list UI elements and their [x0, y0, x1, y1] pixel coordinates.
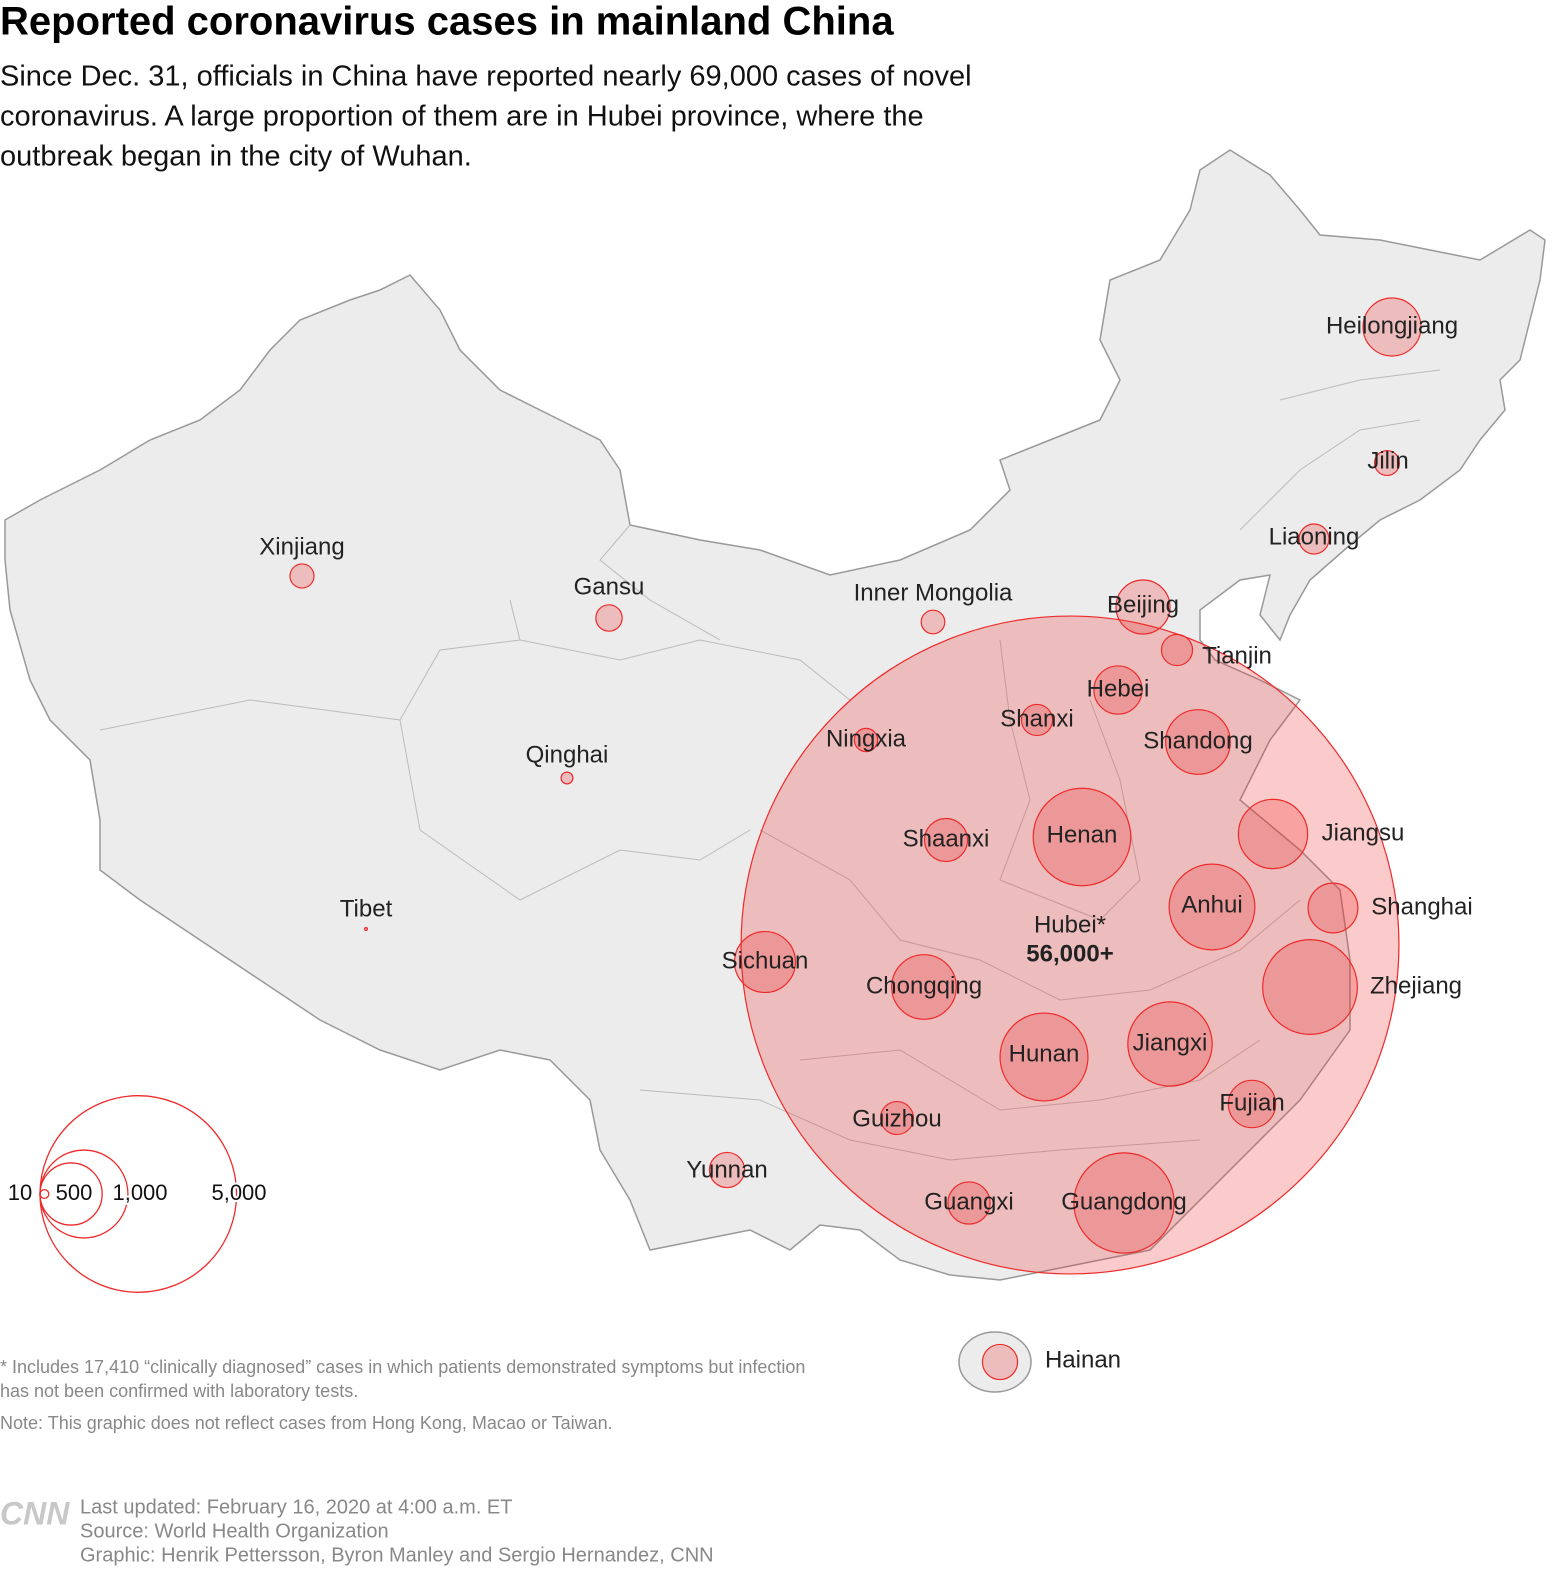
province-label: Jilin: [1367, 447, 1408, 474]
province-label: Hainan: [1045, 1346, 1121, 1373]
province-label: Ningxia: [826, 725, 907, 752]
legend-label: 1,000: [112, 1180, 167, 1205]
subtitle: outbreak began in the city of Wuhan.: [0, 141, 472, 173]
cnn-logo: CNN: [0, 1495, 70, 1531]
province-label: Qinghai: [526, 741, 609, 768]
case-bubble: [923, 817, 969, 863]
case-bubble: [1168, 863, 1256, 951]
case-bubble: [920, 609, 946, 635]
case-bubble: [595, 604, 623, 632]
province-label: Sichuan: [722, 947, 809, 974]
case-bubble: [1127, 1001, 1213, 1087]
case-bubble: [1020, 703, 1054, 737]
province-label: Anhui: [1181, 891, 1242, 918]
case-bubble: [891, 954, 957, 1020]
case-bubble: [1237, 798, 1309, 870]
province-label: Chongqing: [866, 972, 982, 999]
case-bubble: [1093, 665, 1143, 715]
note: has not been confirmed with laboratory t…: [0, 1381, 358, 1401]
case-bubble: [947, 1181, 991, 1225]
case-bubble: [1373, 449, 1401, 477]
footer-line: Graphic: Henrik Pettersson, Byron Manley…: [80, 1544, 714, 1566]
note: Note: This graphic does not reflect case…: [0, 1413, 613, 1433]
case-bubble: [1073, 1152, 1175, 1254]
province-label: Gansu: [574, 573, 645, 600]
province-label: Guangxi: [924, 1188, 1013, 1215]
province-label: Inner Mongolia: [854, 579, 1013, 606]
province-label: Zhejiang: [1370, 972, 1462, 999]
case-bubble: [981, 1343, 1019, 1381]
province-label: Shanxi: [1000, 705, 1073, 732]
case-bubble: [733, 930, 797, 994]
title: Reported coronavirus cases in mainland C…: [0, 0, 894, 44]
province-label: Beijing: [1107, 591, 1179, 618]
legend-circle: [39, 1188, 50, 1200]
footer-line: Last updated: February 16, 2020 at 4:00 …: [80, 1496, 513, 1518]
value-label: 56,000+: [1026, 940, 1113, 967]
case-bubble: [1115, 579, 1171, 635]
case-bubble: [1262, 939, 1358, 1035]
province-label: Jiangxi: [1133, 1029, 1208, 1056]
province-label: Hebei: [1087, 675, 1150, 702]
province-label: Guangdong: [1061, 1188, 1186, 1215]
case-bubble: [853, 727, 879, 753]
case-bubble: [289, 563, 315, 589]
province-borders: [99, 369, 1441, 1161]
hainan-island: [958, 1331, 1032, 1393]
legend-label: 10: [8, 1180, 32, 1205]
case-bubble: [879, 1100, 915, 1136]
case-bubble: [364, 927, 368, 931]
province-label: Heilongjiang: [1326, 312, 1458, 339]
province-label: Tianjin: [1202, 642, 1272, 669]
case-bubble: [1032, 787, 1132, 887]
legend-label: 500: [56, 1180, 93, 1205]
province-label: Fujian: [1219, 1089, 1284, 1116]
note: * Includes 17,410 “clinically diagnosed”…: [0, 1357, 805, 1377]
case-bubble: [560, 771, 574, 785]
case-bubble: [708, 1151, 746, 1189]
province-label: Xinjiang: [259, 533, 344, 560]
case-bubble: [1227, 1079, 1277, 1129]
case-bubble: [1165, 709, 1231, 775]
province-label: Shanghai: [1371, 893, 1472, 920]
province-label: Yunnan: [686, 1156, 767, 1183]
province-label: Shaanxi: [903, 825, 990, 852]
subtitle: coronavirus. A large proportion of them …: [0, 101, 924, 133]
case-bubble: [1298, 523, 1330, 555]
subtitle: Since Dec. 31, officials in China have r…: [0, 61, 972, 93]
province-label: Tibet: [340, 895, 393, 922]
province-label: Guizhou: [852, 1105, 941, 1132]
case-bubble: [1160, 633, 1194, 667]
province-label: Henan: [1047, 821, 1118, 848]
province-label: Jiangsu: [1322, 819, 1405, 846]
legend-label: 5,000: [211, 1180, 266, 1205]
case-bubble: [740, 615, 1400, 1275]
legend-circle: [39, 1095, 238, 1293]
footer-line: Source: World Health Organization: [80, 1520, 389, 1542]
province-label: Liaoning: [1269, 523, 1360, 550]
case-bubble: [999, 1012, 1089, 1102]
case-bubble: [1362, 297, 1422, 357]
province-label: Hubei*: [1034, 911, 1106, 938]
province-label: Hunan: [1009, 1040, 1080, 1067]
province-label: Shandong: [1143, 727, 1252, 754]
case-bubble: [1307, 882, 1359, 934]
